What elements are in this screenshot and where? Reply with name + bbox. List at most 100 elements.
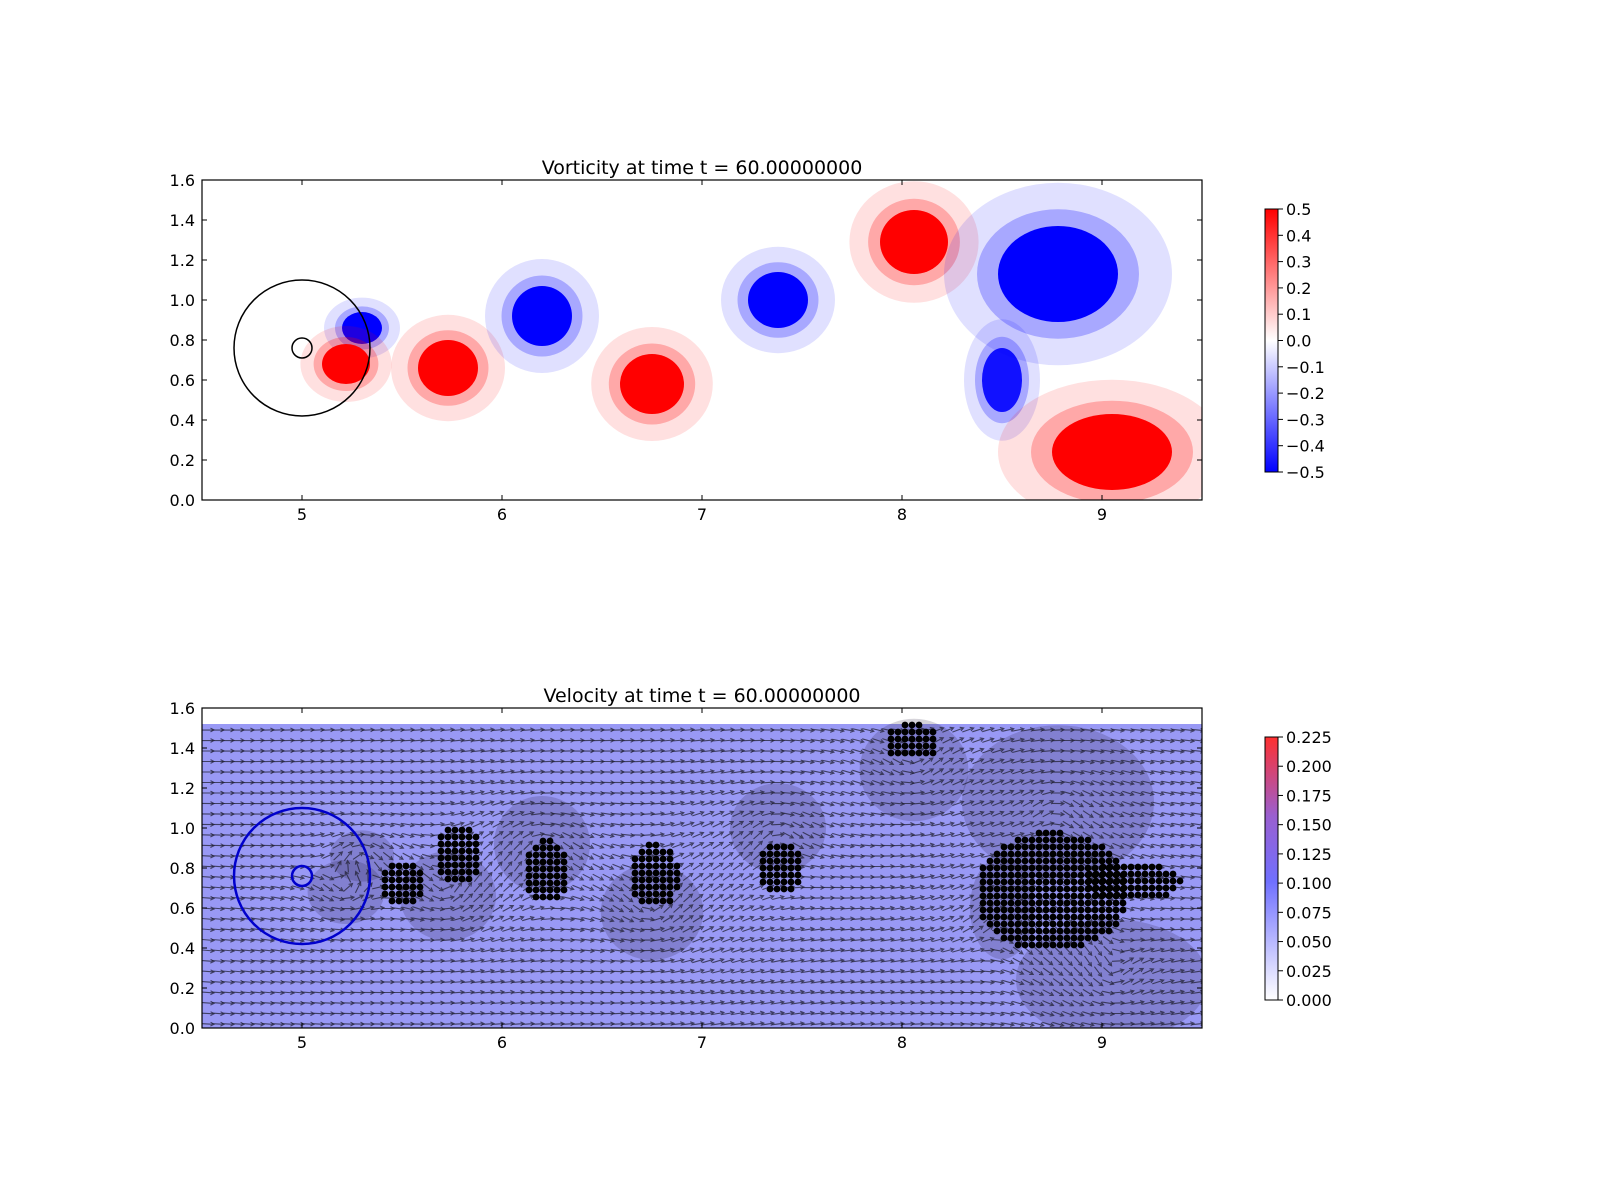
- velocity-arrow: [402, 917, 416, 922]
- stagnation-dot: [1077, 906, 1085, 914]
- velocity-arrow: [1033, 946, 1044, 956]
- vorticity-colorbar-tick-label: 0.5: [1286, 200, 1311, 219]
- velocity-arrow: [722, 789, 735, 796]
- velocity-arrow: [451, 1000, 466, 1006]
- velocity-arrow: [571, 917, 586, 922]
- velocity-arrow: [1053, 956, 1064, 966]
- velocity-arrow: [291, 790, 306, 796]
- velocity-arrow: [842, 780, 855, 786]
- velocity-arrow: [962, 779, 975, 786]
- velocity-arrow: [262, 896, 276, 901]
- velocity-arrow: [521, 800, 536, 806]
- stagnation-dot: [1049, 934, 1057, 942]
- velocity-arrow: [922, 842, 936, 848]
- velocity-arrow: [502, 769, 516, 774]
- velocity-arrow: [1091, 1011, 1106, 1017]
- velocity-arrow: [942, 821, 955, 827]
- velocity-arrow: [612, 863, 625, 870]
- velocity-arrow: [962, 873, 975, 880]
- velocity-arrow: [472, 915, 485, 922]
- vorticity-colorbar-tick-label: 0.1: [1286, 305, 1311, 324]
- velocity-arrow: [702, 915, 715, 923]
- velocity-arrow: [1132, 832, 1145, 839]
- velocity-arrow: [772, 1000, 786, 1005]
- stagnation-dot: [631, 869, 639, 877]
- velocity-arrow: [281, 958, 296, 964]
- stagnation-dot: [652, 869, 660, 877]
- stagnation-dot: [1042, 885, 1050, 893]
- stagnation-dot: [659, 855, 667, 863]
- velocity-arrow: [1092, 989, 1105, 996]
- velocity-arrow: [962, 926, 975, 933]
- stagnation-dot: [465, 840, 473, 848]
- velocity-arrow: [1172, 748, 1186, 754]
- velocity-arrow: [1171, 895, 1186, 901]
- stagnation-dot: [1056, 864, 1064, 872]
- velocity-arrow: [851, 989, 866, 995]
- velocity-arrow: [791, 895, 806, 901]
- velocity-arrow: [202, 969, 216, 975]
- velocity-arrow: [572, 927, 586, 933]
- velocity-xtick-label: 8: [897, 1033, 907, 1052]
- stagnation-dot: [638, 890, 646, 898]
- velocity-arrow: [922, 926, 935, 932]
- velocity-arrow: [1082, 800, 1095, 808]
- velocity-arrow: [912, 842, 926, 848]
- velocity-arrow: [1072, 988, 1085, 997]
- velocity-arrow: [241, 853, 256, 859]
- velocity-arrow: [592, 853, 605, 860]
- velocity-arrow: [741, 989, 756, 995]
- velocity-arrow: [531, 947, 546, 953]
- velocity-arrow: [1122, 749, 1136, 754]
- velocity-arrow: [221, 990, 236, 996]
- stagnation-dot: [1000, 864, 1008, 872]
- stagnation-dot: [1070, 878, 1078, 886]
- velocity-arrow: [1072, 1010, 1085, 1017]
- stagnation-dot: [458, 840, 466, 848]
- velocity-arrow: [321, 790, 336, 796]
- velocity-arrow: [281, 990, 296, 996]
- velocity-arrow: [251, 969, 266, 975]
- velocity-arrow: [1152, 759, 1166, 765]
- velocity-arrow: [1071, 770, 1086, 775]
- velocity-arrow: [472, 968, 486, 974]
- velocity-arrow: [852, 780, 865, 786]
- velocity-arrow: [972, 831, 985, 838]
- velocity-arrow: [1102, 936, 1114, 945]
- velocity-arrow: [411, 727, 426, 733]
- velocity-arrow: [832, 769, 845, 776]
- velocity-arrow: [791, 748, 806, 754]
- velocity-arrow: [692, 821, 705, 828]
- velocity-arrow: [892, 926, 906, 932]
- velocity-arrow: [682, 957, 695, 964]
- velocity-arrow: [641, 927, 656, 932]
- velocity-arrow: [532, 831, 545, 838]
- stagnation-dot: [1119, 906, 1127, 914]
- velocity-arrow: [621, 832, 636, 838]
- velocity-arrow: [692, 893, 704, 903]
- stagnation-dot: [532, 851, 540, 859]
- velocity-arrow: [311, 769, 326, 775]
- velocity-arrow: [301, 853, 316, 859]
- stagnation-dot: [444, 826, 452, 834]
- velocity-arrow: [503, 882, 514, 892]
- velocity-arrow: [952, 915, 965, 923]
- velocity-arrow: [1012, 810, 1025, 818]
- velocity-arrow: [732, 968, 745, 974]
- velocity-arrow: [631, 1021, 646, 1027]
- stagnation-dot: [532, 879, 540, 887]
- stagnation-dot: [759, 857, 767, 865]
- velocity-arrow: [482, 789, 495, 796]
- velocity-arrow: [331, 958, 346, 964]
- stagnation-dot: [1127, 891, 1135, 899]
- velocity-arrow: [792, 831, 805, 839]
- velocity-arrow: [501, 947, 516, 953]
- velocity-arrow: [942, 894, 955, 901]
- velocity-arrow: [992, 758, 1005, 765]
- velocity-arrow: [972, 800, 985, 807]
- velocity-arrow: [631, 759, 646, 764]
- velocity-arrow: [271, 896, 286, 901]
- velocity-arrow: [861, 958, 876, 964]
- velocity-arrow: [1042, 978, 1055, 986]
- velocity-arrow: [231, 948, 246, 954]
